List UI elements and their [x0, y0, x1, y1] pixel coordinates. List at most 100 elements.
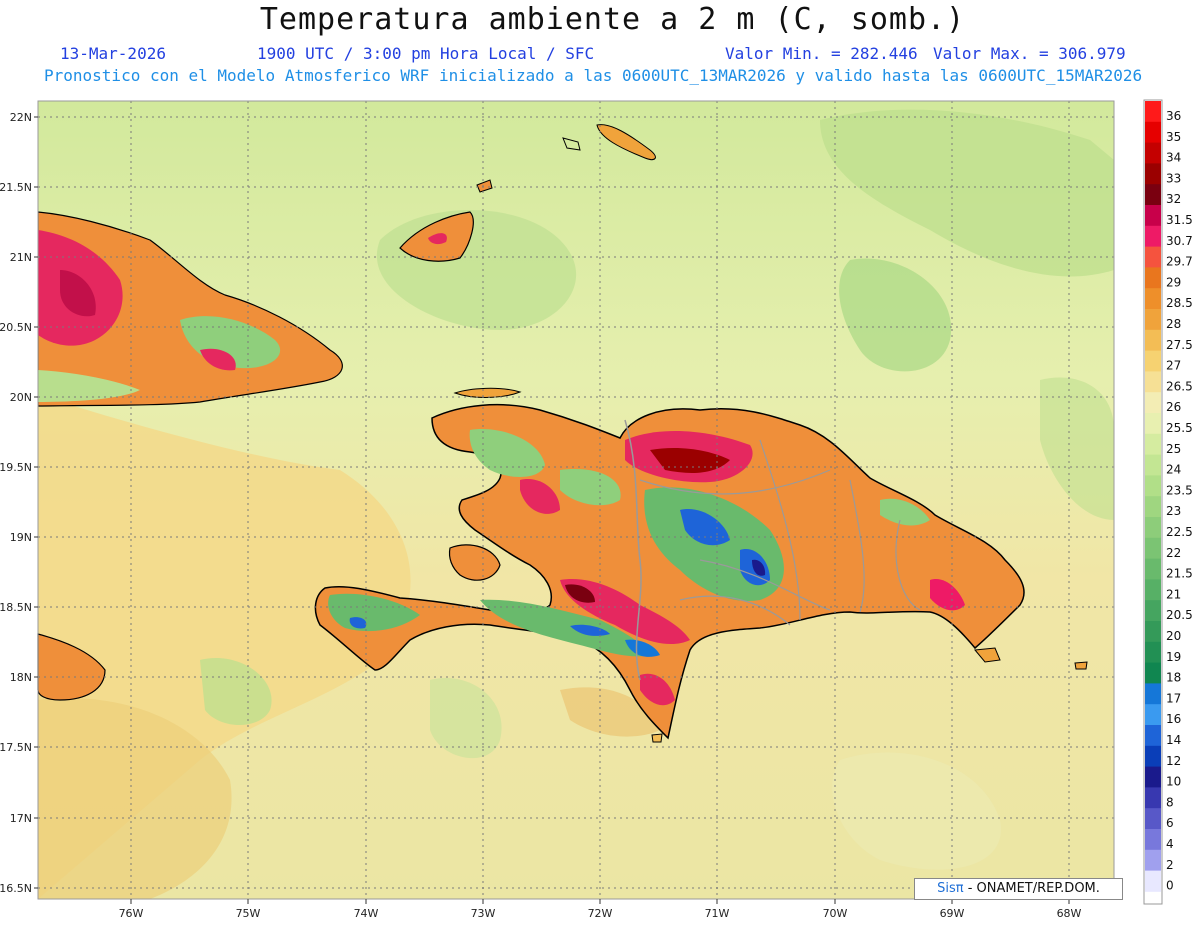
lon-label: 69W — [940, 907, 965, 920]
colorbar-label: 18 — [1166, 671, 1181, 685]
colorbar-labels: 363534333231.530.729.72928.52827.52726.5… — [1166, 109, 1193, 893]
lat-label: 21N — [10, 251, 32, 264]
lat-label: 22N — [10, 111, 32, 124]
lat-label: 17N — [10, 812, 32, 825]
colorbar-swatch — [1145, 787, 1161, 809]
colorbar-swatch — [1145, 600, 1161, 622]
colorbar-swatch — [1145, 808, 1161, 830]
latitude-labels: 22N 21.5N 21N 20.5N 20N 19.5N 19N 18.5N … — [0, 111, 32, 895]
lon-label: 71W — [705, 907, 730, 920]
colorbar-label: 21.5 — [1166, 567, 1193, 581]
map-title: Temperatura ambiente a 2 m (C, somb.) — [259, 2, 966, 37]
colorbar-label: 14 — [1166, 733, 1181, 747]
lat-label: 19N — [10, 531, 32, 544]
colorbar-label: 19 — [1166, 650, 1181, 664]
colorbar-label: 20.5 — [1166, 608, 1193, 622]
colorbar-label: 23 — [1166, 504, 1181, 518]
lon-label: 72W — [588, 907, 613, 920]
lon-label: 76W — [119, 907, 144, 920]
colorbar-swatch — [1145, 288, 1161, 310]
credit-text: - ONAMET/REP.DOM. — [967, 881, 1100, 896]
colorbar-label: 33 — [1166, 171, 1181, 185]
colorbar-label: 24 — [1166, 463, 1181, 477]
colorbar-swatch — [1145, 766, 1161, 788]
colorbar-swatch — [1145, 745, 1161, 767]
colorbar-label: 35 — [1166, 130, 1181, 144]
colorbar-swatch — [1145, 704, 1161, 726]
colorbar-swatch — [1145, 267, 1161, 289]
colorbar-swatch — [1145, 225, 1161, 247]
sis-logo-text: Sisπ — [937, 881, 964, 896]
colorbar-label: 25.5 — [1166, 421, 1193, 435]
cuba-landmass — [38, 211, 343, 407]
colorbar-label: 29.7 — [1166, 255, 1193, 269]
colorbar-label: 21 — [1166, 587, 1181, 601]
colorbar-swatch — [1145, 433, 1161, 455]
lat-label: 16.5N — [0, 882, 32, 895]
colorbar-swatch — [1145, 621, 1161, 643]
longitude-labels: 76W 75W 74W 73W 72W 71W 70W 69W 68W — [119, 907, 1082, 920]
colorbar-swatch — [1145, 142, 1161, 164]
colorbar-label: 2 — [1166, 858, 1174, 872]
lat-label: 21.5N — [0, 181, 32, 194]
colorbar-swatch — [1145, 121, 1161, 143]
colorbar-label: 29 — [1166, 275, 1181, 289]
colorbar-label: 22.5 — [1166, 525, 1193, 539]
colorbar-label: 17 — [1166, 691, 1181, 705]
colorbar-label: 0 — [1166, 879, 1174, 893]
colorbar — [1145, 101, 1161, 892]
colorbar-label: 22 — [1166, 546, 1181, 560]
colorbar-label: 27 — [1166, 359, 1181, 373]
lon-label: 73W — [471, 907, 496, 920]
model-info: Pronostico con el Modelo Atmosferico WRF… — [44, 66, 1143, 85]
colorbar-swatch — [1145, 101, 1161, 123]
forecast-time: 1900 UTC / 3:00 pm Hora Local / SFC — [257, 44, 595, 63]
colorbar-label: 25 — [1166, 442, 1181, 456]
colorbar-label: 28.5 — [1166, 296, 1193, 310]
colorbar-swatch — [1145, 683, 1161, 705]
colorbar-label: 36 — [1166, 109, 1181, 123]
colorbar-swatch — [1145, 371, 1161, 393]
colorbar-swatch — [1145, 184, 1161, 206]
colorbar-swatch — [1145, 849, 1161, 871]
colorbar-label: 10 — [1166, 775, 1181, 789]
lat-label: 19.5N — [0, 461, 32, 474]
credit-box: Sisπ - ONAMET/REP.DOM. — [914, 878, 1123, 900]
colorbar-label: 16 — [1166, 712, 1181, 726]
colorbar-label: 26 — [1166, 400, 1181, 414]
colorbar-swatch — [1145, 558, 1161, 580]
colorbar-label: 4 — [1166, 837, 1174, 851]
colorbar-swatch — [1145, 475, 1161, 497]
lon-label: 74W — [354, 907, 379, 920]
colorbar-swatch — [1145, 392, 1161, 414]
colorbar-swatch — [1145, 725, 1161, 747]
colorbar-swatch — [1145, 829, 1161, 851]
lat-label: 20N — [10, 391, 32, 404]
lat-label: 17.5N — [0, 741, 32, 754]
colorbar-label: 34 — [1166, 151, 1181, 165]
colorbar-label: 6 — [1166, 816, 1174, 830]
axis-ticks — [34, 116, 1070, 904]
colorbar-label: 12 — [1166, 754, 1181, 768]
colorbar-swatch — [1145, 641, 1161, 663]
colorbar-label: 30.7 — [1166, 234, 1193, 248]
colorbar-swatch — [1145, 454, 1161, 476]
colorbar-label: 26.5 — [1166, 379, 1193, 393]
forecast-date: 13-Mar-2026 — [60, 44, 166, 63]
colorbar-label: 8 — [1166, 795, 1174, 809]
lat-label: 18N — [10, 671, 32, 684]
colorbar-swatch — [1145, 205, 1161, 227]
max-value: Valor Max. = 306.979 — [933, 44, 1126, 63]
colorbar-swatch — [1145, 870, 1161, 892]
colorbar-swatch — [1145, 350, 1161, 372]
colorbar-label: 31.5 — [1166, 213, 1193, 227]
lon-label: 68W — [1057, 907, 1082, 920]
colorbar-label: 28 — [1166, 317, 1181, 331]
colorbar-swatch — [1145, 579, 1161, 601]
colorbar-swatch — [1145, 163, 1161, 185]
colorbar-label: 20 — [1166, 629, 1181, 643]
jamaica-landmass — [37, 633, 106, 701]
hispaniola-landmass — [314, 403, 1025, 740]
lon-label: 75W — [236, 907, 261, 920]
colorbar-swatch — [1145, 413, 1161, 435]
